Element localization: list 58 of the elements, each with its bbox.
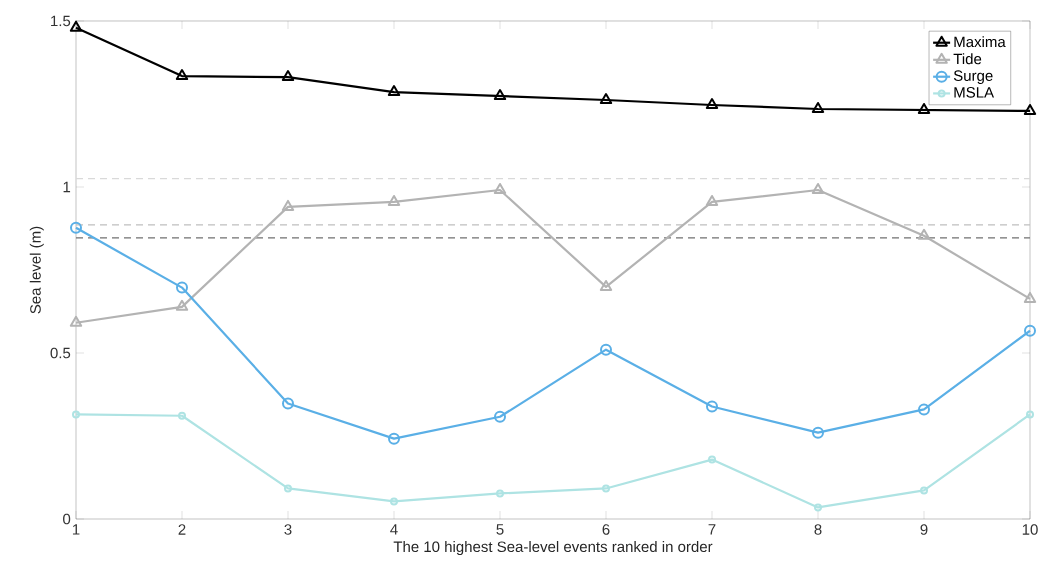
point: [281, 199, 295, 211]
legend-label: MSLA: [954, 87, 995, 98]
x-tick-label: 6: [602, 524, 610, 535]
point: [920, 486, 928, 495]
point: [918, 403, 930, 416]
legend-label: Tide: [953, 53, 982, 65]
y-tick-label: 1.5: [51, 15, 71, 27]
point: [390, 497, 398, 506]
point: [1023, 103, 1037, 115]
point: [1024, 324, 1036, 337]
point: [69, 20, 83, 32]
point: [281, 70, 295, 82]
point: [175, 69, 189, 81]
x-tick-label: 9: [920, 524, 928, 535]
point: [814, 503, 822, 512]
x-tick-label: 1: [72, 524, 80, 535]
point: [1023, 291, 1037, 303]
x-tick-label: 7: [708, 524, 716, 535]
point: [284, 484, 292, 493]
x-tick-label: 2: [178, 524, 186, 535]
x-tick-label: 5: [496, 524, 504, 535]
x-tick-label: 4: [390, 524, 398, 535]
point: [387, 194, 401, 206]
point: [496, 489, 504, 498]
point: [812, 426, 824, 439]
point: [600, 343, 612, 356]
y-tick-label: 0.5: [50, 347, 71, 359]
point: [494, 410, 506, 423]
y-tick-label: 0: [63, 513, 71, 525]
point: [917, 228, 931, 240]
point: [282, 397, 294, 410]
x-tick-label: 3: [284, 524, 292, 535]
point: [178, 411, 186, 420]
point: [599, 279, 613, 291]
point: [706, 400, 718, 413]
point: [811, 101, 825, 113]
legend-label: Maxima: [954, 36, 1006, 48]
point: [705, 97, 719, 109]
legend-label: Surge: [953, 70, 993, 84]
point: [388, 432, 400, 445]
point: [493, 182, 507, 194]
point: [705, 194, 719, 206]
point: [708, 455, 716, 464]
x-tick-label: 10: [1022, 524, 1038, 535]
point: [175, 299, 189, 311]
point: [70, 221, 82, 234]
y-axis-title: Sea level (m): [29, 226, 44, 314]
point: [917, 102, 931, 114]
point: [176, 281, 188, 294]
point: [599, 93, 613, 105]
point: [811, 182, 825, 194]
x-tick-label: 8: [814, 524, 822, 535]
point: [387, 85, 401, 97]
x-axis-title: The 10 highest Sea-level events ranked in order: [393, 541, 713, 555]
point: [493, 89, 507, 101]
point: [602, 484, 610, 493]
point: [69, 315, 83, 327]
y-tick-label: 1: [63, 181, 71, 193]
